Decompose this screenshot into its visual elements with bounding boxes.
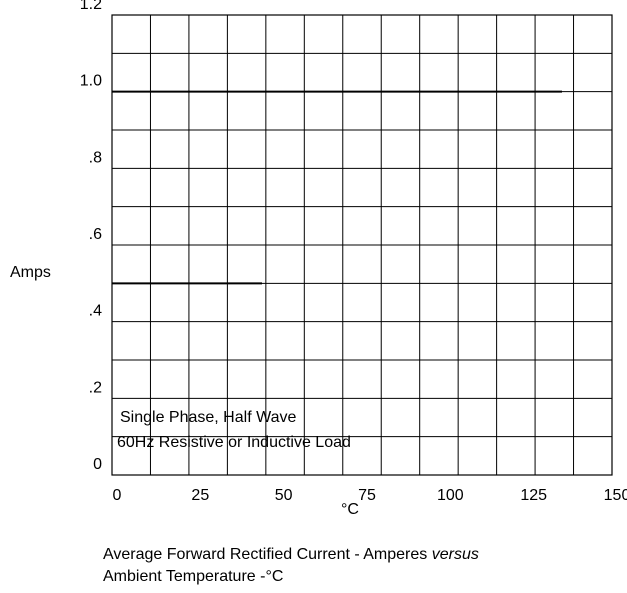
annotation-line-1: Single Phase, Half Wave: [120, 409, 296, 426]
x-tick-label: 150: [604, 487, 627, 504]
series-layer: [112, 90, 562, 285]
y-tick-label: 0: [93, 456, 102, 473]
y-tick-labels: 0 .2 .4 .6 .8 1.0 1.2: [80, 0, 102, 473]
y-tick-label: .4: [89, 303, 102, 320]
x-tick-label: 0: [113, 487, 122, 504]
y-tick-label: .8: [89, 149, 102, 166]
plot-frame: [111, 14, 613, 476]
x-axis-label: °C: [341, 501, 359, 518]
y-tick-label: 1.2: [80, 0, 102, 13]
y-axis-label: Amps: [10, 264, 51, 281]
annotation-line-2: 60Hz Resistive or Inductive Load: [117, 434, 351, 451]
chart: 0 .2 .4 .6 .8 1.0 1.2 0 25 50 75 100 125 150 Amps °C…: [10, 0, 627, 518]
grid: [112, 15, 612, 475]
caption-versus: versus: [431, 546, 479, 563]
y-tick-label: .2: [89, 379, 102, 396]
caption-line-1: Average Forward Rectified Current - Ampe…: [103, 544, 479, 566]
y-tick-label: 1.0: [80, 73, 102, 90]
caption-text-1: Average Forward Rectified Current - Ampe…: [103, 546, 432, 563]
y-tick-label: .6: [89, 226, 102, 243]
x-tick-label: 125: [520, 487, 547, 504]
x-tick-labels: 0 25 50 75 100 125 150: [113, 487, 627, 504]
x-tick-label: 25: [191, 487, 209, 504]
x-tick-label: 50: [275, 487, 293, 504]
caption-line-2: Ambient Temperature -°C: [103, 568, 284, 585]
x-tick-label: 75: [358, 487, 376, 504]
x-tick-label: 100: [437, 487, 464, 504]
